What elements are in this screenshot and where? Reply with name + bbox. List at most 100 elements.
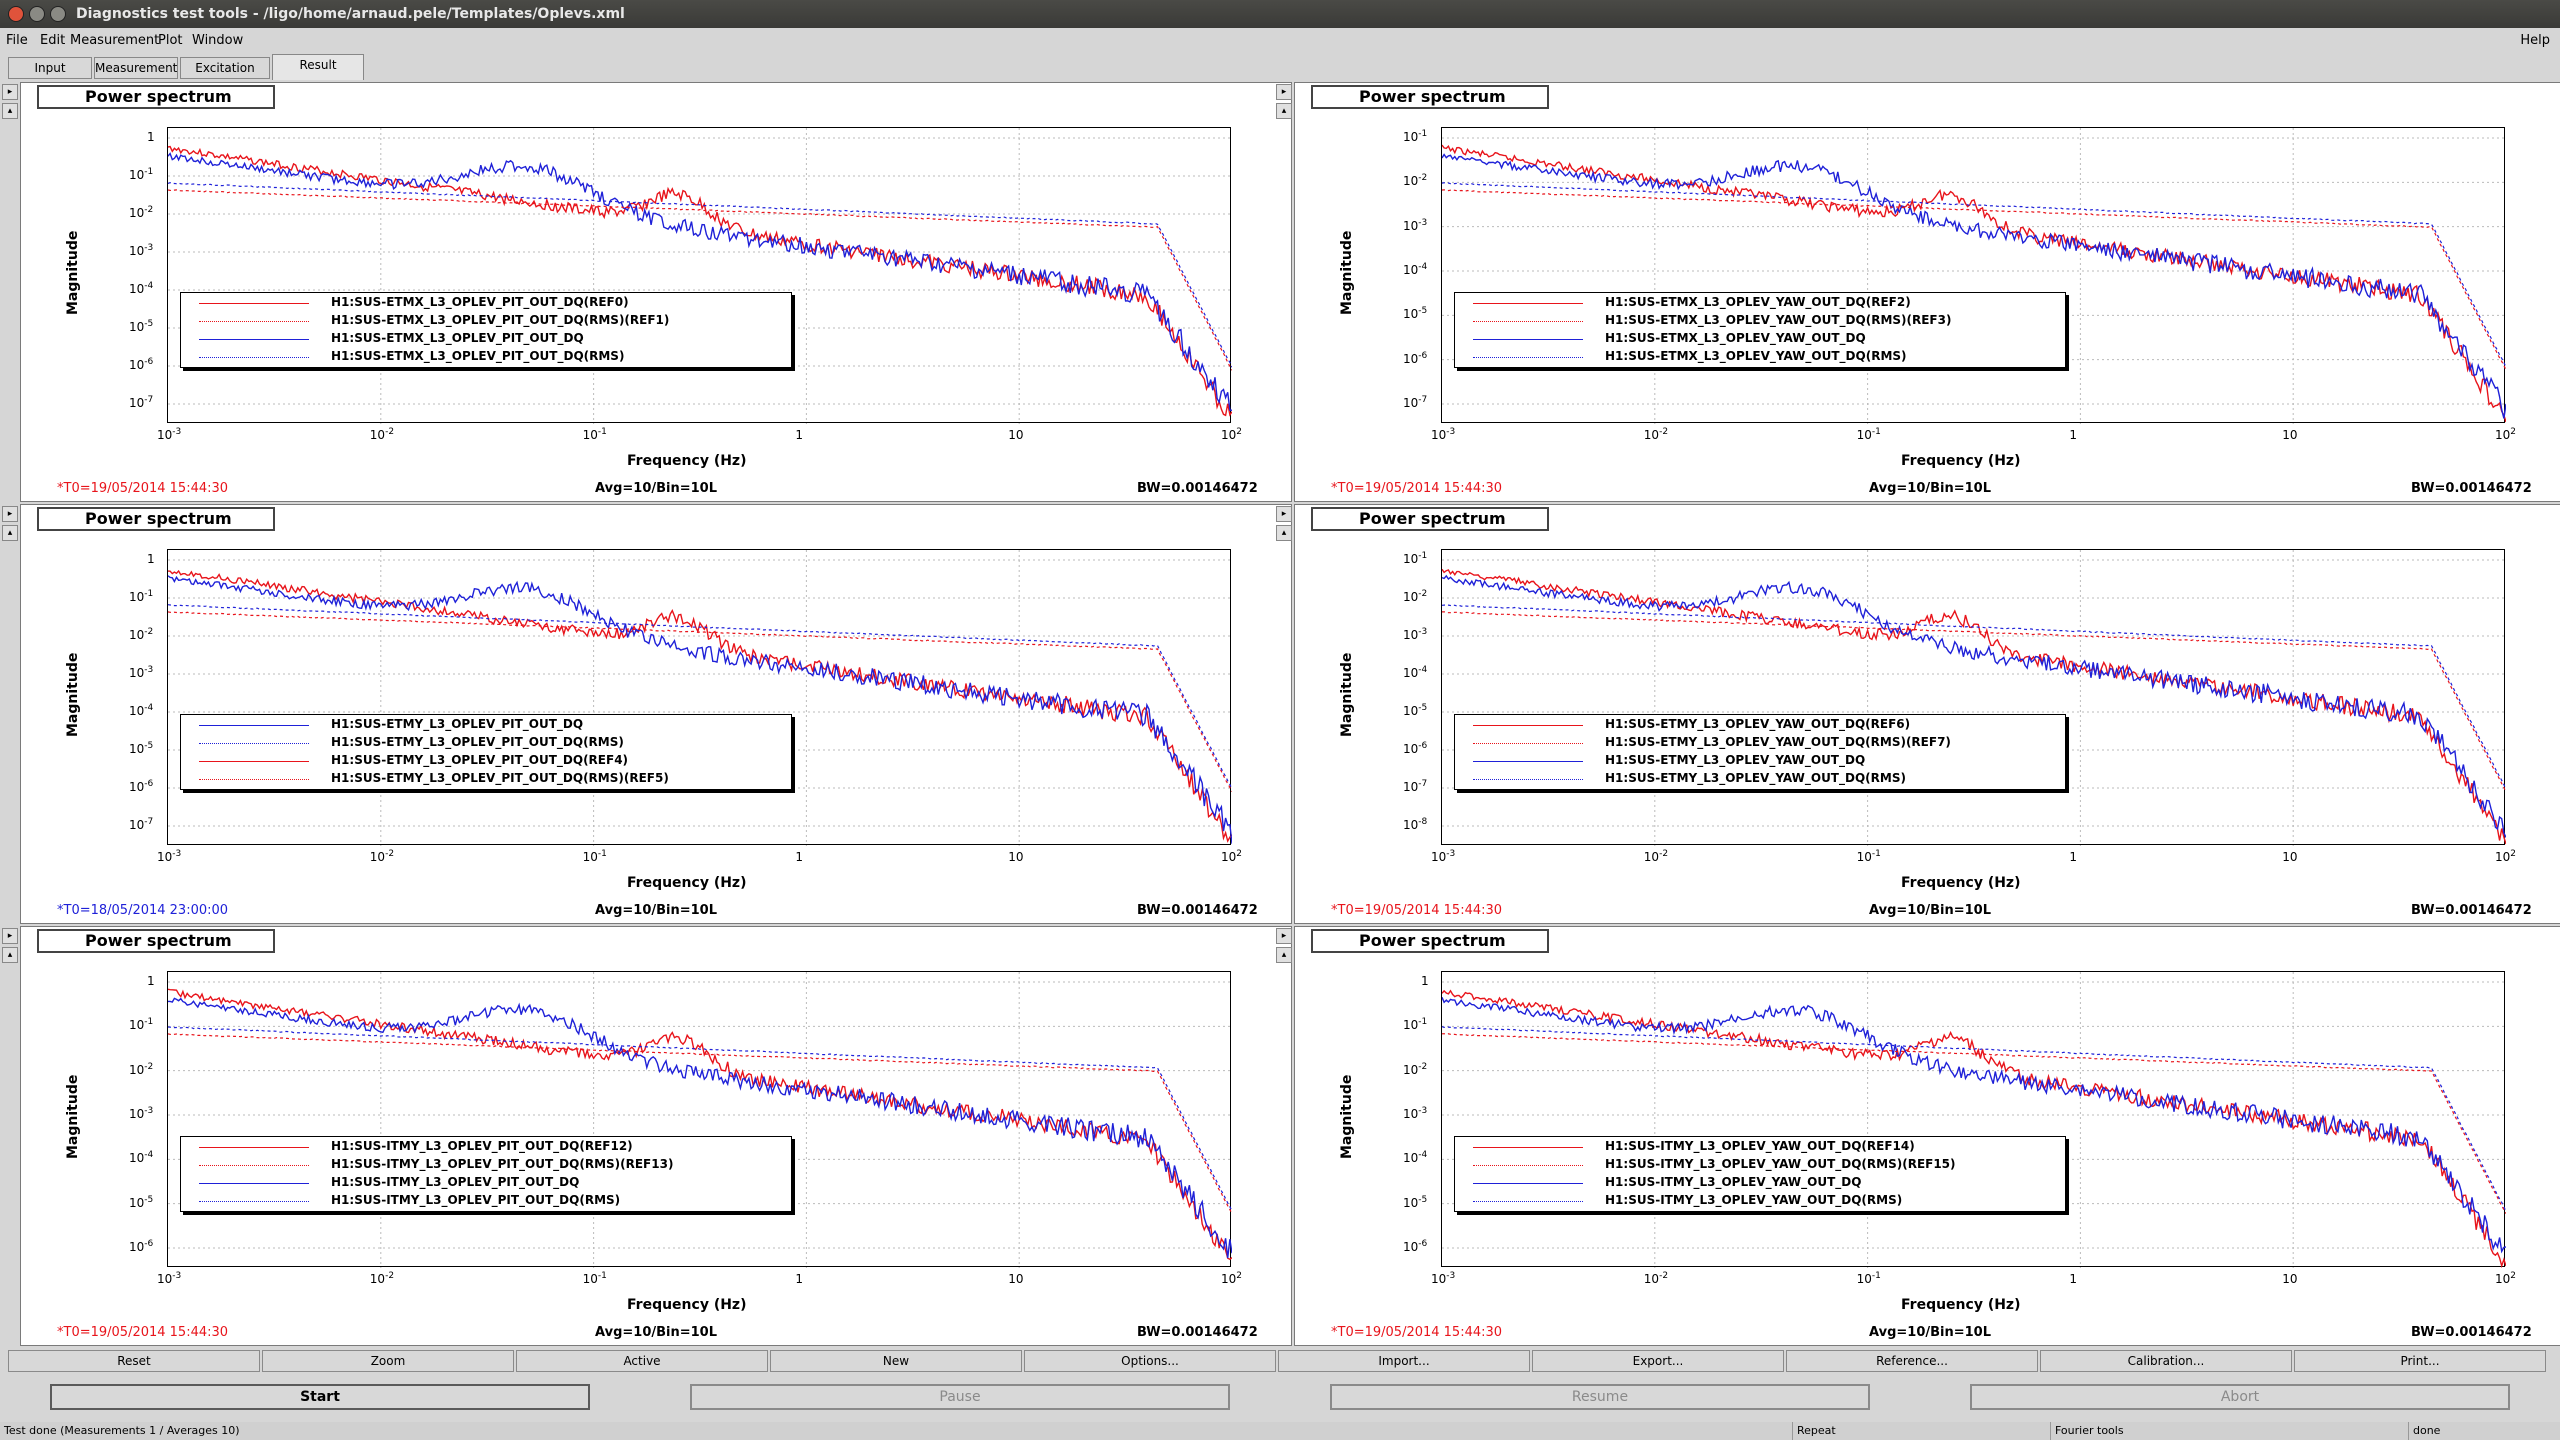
plot-frame[interactable]: H1:SUS-ITMY_L3_OPLEV_PIT_OUT_DQ(REF12) H1…: [167, 971, 1232, 1268]
plot-action-button[interactable]: New: [770, 1350, 1022, 1372]
averages-label: Avg=10/Bin=10L: [595, 481, 717, 496]
y-tick-label: 10-5: [129, 741, 154, 756]
y-tick-label: 10-6: [129, 1239, 154, 1254]
power-spectrum-button[interactable]: Power spectrum: [1311, 85, 1549, 109]
tab-result[interactable]: Result: [272, 54, 364, 80]
legend-swatch: [199, 1165, 309, 1166]
y-tick-label: 10-1: [1403, 551, 1428, 566]
plot-legend[interactable]: H1:SUS-ETMY_L3_OPLEV_PIT_OUT_DQ H1:SUS-ET…: [180, 714, 792, 790]
panel-options-up-icon[interactable]: ▴: [1276, 525, 1292, 541]
menu-help[interactable]: Help: [2520, 33, 2550, 48]
plot-action-button[interactable]: Calibration...: [2040, 1350, 2292, 1372]
spectrum-trace: [168, 145, 1232, 417]
x-tick-label: 10-1: [582, 427, 607, 442]
menu-plot[interactable]: Plot: [158, 33, 183, 48]
plot-action-button[interactable]: Zoom: [262, 1350, 514, 1372]
panel-options-right-icon[interactable]: ▸: [2, 928, 18, 944]
panel-options-up-icon[interactable]: ▴: [2, 525, 18, 541]
plot-panel[interactable]: Power spectrum Magnitude H1:SUS-ETMY_L3_OP…: [20, 504, 1292, 924]
panel-options-up-icon[interactable]: ▴: [2, 103, 18, 119]
start-button[interactable]: Start: [50, 1384, 590, 1410]
y-tick-label: 10-2: [129, 627, 154, 642]
y-tick-label: 10-3: [1403, 627, 1428, 642]
panel-options-right-icon[interactable]: ▸: [1276, 84, 1292, 100]
plot-panel[interactable]: Power spectrum Magnitude H1:SUS-ETMX_L3_OP…: [1294, 82, 2560, 502]
plot-action-button[interactable]: Print...: [2294, 1350, 2546, 1372]
panel-options-right-icon[interactable]: ▸: [1276, 506, 1292, 522]
menu-edit[interactable]: Edit: [40, 33, 66, 48]
plot-action-button[interactable]: Export...: [1532, 1350, 1784, 1372]
y-axis-label: Magnitude: [65, 652, 81, 737]
maximize-window-icon[interactable]: [50, 6, 66, 22]
legend-label: H1:SUS-ITMY_L3_OPLEV_PIT_OUT_DQ(REF12): [331, 1139, 633, 1153]
pause-button[interactable]: Pause: [690, 1384, 1230, 1410]
plot-panel[interactable]: Power spectrum Magnitude H1:SUS-ETMY_L3_OP…: [1294, 504, 2560, 924]
x-tick-label: 102: [2495, 1271, 2517, 1286]
spectrum-trace: [1442, 997, 2506, 1254]
averages-label: Avg=10/Bin=10L: [595, 903, 717, 918]
panel-side-buttons: ▸ ▴: [2, 84, 20, 122]
plot-panel[interactable]: Power spectrum Magnitude H1:SUS-ETMX_L3_OP…: [20, 82, 1292, 502]
plot-action-button[interactable]: Import...: [1278, 1350, 1530, 1372]
panel-options-up-icon[interactable]: ▴: [1276, 103, 1292, 119]
plot-legend[interactable]: H1:SUS-ITMY_L3_OPLEV_PIT_OUT_DQ(REF12) H1…: [180, 1136, 792, 1212]
power-spectrum-button[interactable]: Power spectrum: [1311, 929, 1549, 953]
plot-frame[interactable]: H1:SUS-ETMX_L3_OPLEV_PIT_OUT_DQ(REF0) H1:…: [167, 127, 1232, 424]
plot-frame[interactable]: H1:SUS-ETMY_L3_OPLEV_YAW_OUT_DQ(REF6) H1:…: [1441, 549, 2506, 846]
legend-swatch: [199, 321, 309, 322]
plot-legend[interactable]: H1:SUS-ETMX_L3_OPLEV_PIT_OUT_DQ(REF0) H1:…: [180, 292, 792, 368]
plot-legend[interactable]: H1:SUS-ETMX_L3_OPLEV_YAW_OUT_DQ(REF2) H1:…: [1454, 292, 2066, 368]
plot-frame[interactable]: H1:SUS-ETMY_L3_OPLEV_PIT_OUT_DQ H1:SUS-ET…: [167, 549, 1232, 846]
power-spectrum-button[interactable]: Power spectrum: [1311, 507, 1549, 531]
x-tick-label: 10-1: [1856, 427, 1881, 442]
panel-options-up-icon[interactable]: ▴: [2, 947, 18, 963]
x-tick-label: 10-3: [157, 849, 182, 864]
legend-label: H1:SUS-ETMY_L3_OPLEV_PIT_OUT_DQ(RMS): [331, 735, 624, 749]
tab-measurement[interactable]: Measurement: [94, 57, 178, 79]
spectrum-trace: [168, 189, 1232, 371]
x-tick-label: 102: [1221, 427, 1243, 442]
power-spectrum-button[interactable]: Power spectrum: [37, 507, 275, 531]
plot-frame[interactable]: H1:SUS-ETMX_L3_OPLEV_YAW_OUT_DQ(REF2) H1:…: [1441, 127, 2506, 424]
plot-frame[interactable]: H1:SUS-ITMY_L3_OPLEV_YAW_OUT_DQ(REF14) H1…: [1441, 971, 2506, 1268]
tab-input[interactable]: Input: [8, 57, 92, 79]
legend-swatch: [199, 339, 309, 340]
panel-options-right-icon[interactable]: ▸: [2, 506, 18, 522]
x-tick-label: 10-2: [369, 849, 395, 864]
plot-legend[interactable]: H1:SUS-ETMY_L3_OPLEV_YAW_OUT_DQ(REF6) H1:…: [1454, 714, 2066, 790]
panel-options-up-icon[interactable]: ▴: [1276, 947, 1292, 963]
plot-panel[interactable]: Power spectrum Magnitude H1:SUS-ITMY_L3_OP…: [20, 926, 1292, 1346]
x-axis-label: Frequency (Hz): [627, 875, 747, 891]
y-tick-label: 10-2: [1403, 1061, 1428, 1077]
legend-swatch: [199, 303, 309, 304]
y-tick-label: 10-3: [129, 1106, 154, 1121]
y-tick-label: 10-4: [129, 703, 154, 718]
plot-action-button[interactable]: Options...: [1024, 1350, 1276, 1372]
plot-action-button[interactable]: Reset: [8, 1350, 260, 1372]
y-tick-label: 10-5: [129, 1194, 154, 1210]
minimize-window-icon[interactable]: [29, 6, 45, 22]
y-tick-label: 1: [147, 974, 155, 988]
plot-legend[interactable]: H1:SUS-ITMY_L3_OPLEV_YAW_OUT_DQ(REF14) H1…: [1454, 1136, 2066, 1212]
y-tick-label: 10-3: [1403, 1106, 1428, 1121]
y-tick-label: 10-2: [129, 1061, 154, 1077]
x-tick-label: 10: [2282, 428, 2298, 442]
abort-button[interactable]: Abort: [1970, 1384, 2510, 1410]
plot-panel[interactable]: Power spectrum Magnitude H1:SUS-ITMY_L3_OP…: [1294, 926, 2560, 1346]
spectrum-trace: [1442, 604, 2506, 790]
power-spectrum-button[interactable]: Power spectrum: [37, 85, 275, 109]
menu-file[interactable]: File: [6, 33, 28, 48]
y-tick-label: 10-7: [129, 395, 154, 410]
y-axis-label: Magnitude: [65, 1074, 81, 1159]
menu-measurement[interactable]: Measurement: [70, 33, 160, 48]
menu-window[interactable]: Window: [192, 33, 244, 48]
panel-options-right-icon[interactable]: ▸: [1276, 928, 1292, 944]
power-spectrum-button[interactable]: Power spectrum: [37, 929, 275, 953]
panel-options-right-icon[interactable]: ▸: [2, 84, 18, 100]
plot-action-button[interactable]: Active: [516, 1350, 768, 1372]
plot-action-button[interactable]: Reference...: [1786, 1350, 2038, 1372]
tab-excitation[interactable]: Excitation: [180, 57, 270, 79]
y-tick-label: 10-3: [129, 243, 154, 258]
close-window-icon[interactable]: [8, 6, 24, 22]
resume-button[interactable]: Resume: [1330, 1384, 1870, 1410]
